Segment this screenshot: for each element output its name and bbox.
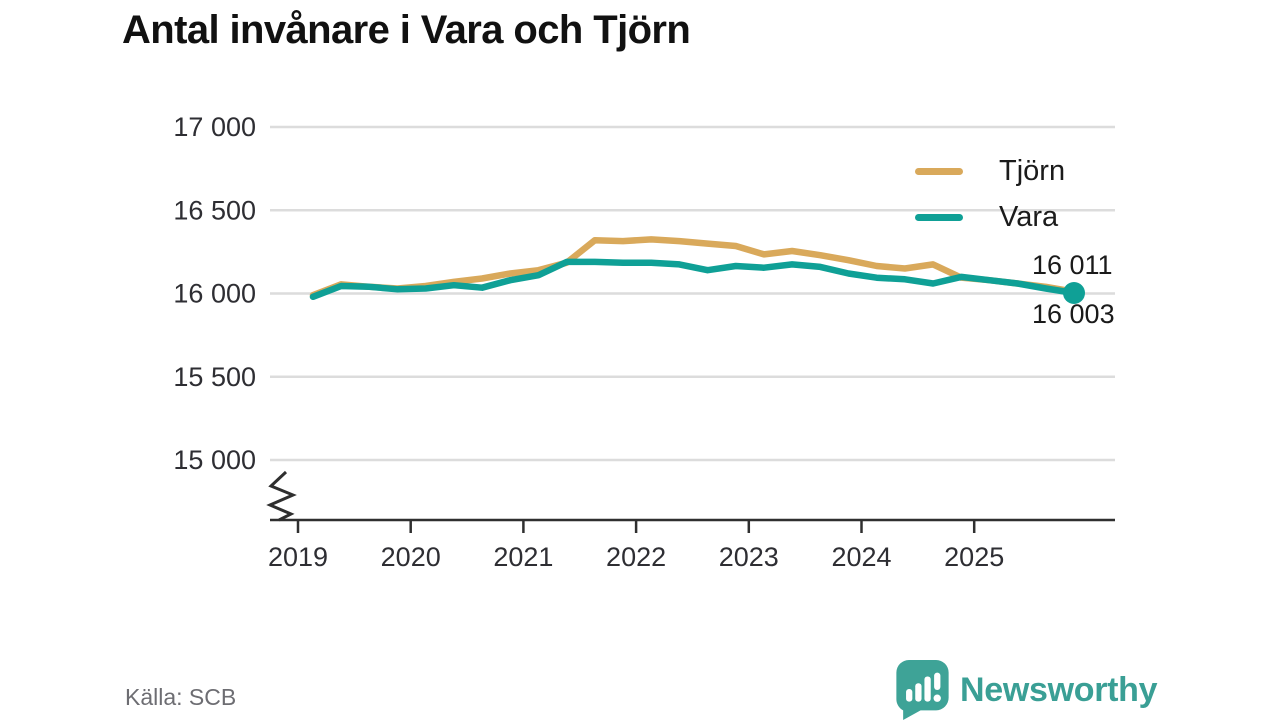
x-axis-tick-label: 2024: [831, 542, 891, 572]
legend-item-tjorn: Tjörn: [915, 148, 1065, 194]
end-value-label-vara: 16 003: [1032, 299, 1115, 329]
x-axis-tick-label: 2025: [944, 542, 1004, 572]
brand-wordmark: Newsworthy: [960, 670, 1158, 709]
newsworthy-logo[interactable]: Newsworthy: [895, 660, 1158, 720]
legend: Tjörn Vara: [915, 148, 1065, 240]
end-value-label-tjorn: 16 011: [1032, 250, 1113, 280]
x-axis-tick-label: 2023: [719, 542, 779, 572]
y-axis-break-zigzag: [266, 470, 297, 522]
legend-label-vara: Vara: [999, 200, 1059, 233]
vara-line-swatch: [915, 213, 963, 221]
x-axis-tick-label: 2019: [268, 542, 328, 572]
x-axis-tick-label: 2020: [381, 542, 441, 572]
x-axis-tick-label: 2022: [606, 542, 666, 572]
legend-item-vara: Vara: [915, 194, 1065, 240]
series-line-vara: [309, 258, 1078, 301]
x-axis-tick-label: 2021: [493, 542, 553, 572]
latest-point-dot: [1063, 282, 1085, 304]
y-axis-tick-label: 16 000: [173, 279, 256, 309]
legend-label-tjorn: Tjörn: [999, 154, 1066, 187]
y-axis-tick-label: 15 500: [173, 362, 256, 392]
y-axis-tick-label: 16 500: [173, 195, 256, 225]
source-caption: Källa: SCB: [125, 684, 237, 710]
newsworthy-chart-bubble-icon: [896, 660, 949, 720]
y-axis-tick-label: 15 000: [173, 445, 256, 475]
y-axis-tick-label: 17 000: [173, 112, 256, 142]
chart-title: Antal invånare i Vara och Tjörn: [122, 8, 691, 52]
tjorn-line-swatch: [915, 167, 963, 175]
